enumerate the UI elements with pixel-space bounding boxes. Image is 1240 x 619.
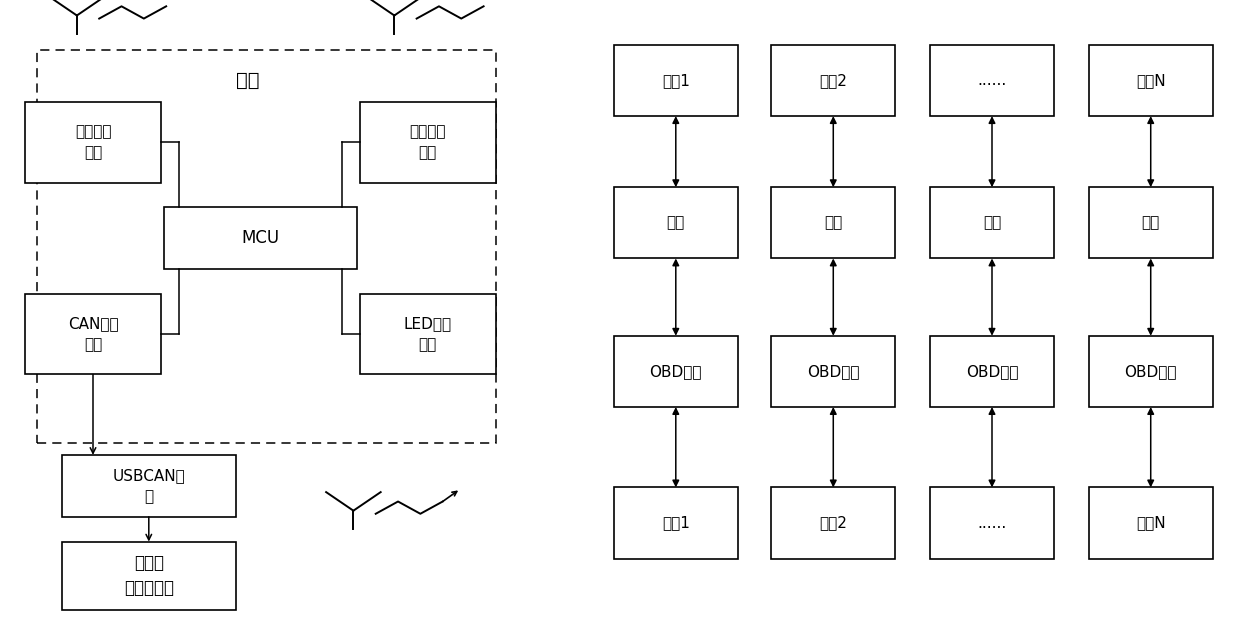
Bar bbox=[164, 207, 357, 269]
Text: LED指示
单元: LED指示 单元 bbox=[404, 316, 451, 352]
Bar bbox=[771, 45, 895, 116]
Bar bbox=[771, 187, 895, 259]
Bar bbox=[930, 335, 1054, 407]
Text: OBD接口: OBD接口 bbox=[807, 364, 859, 379]
Bar bbox=[614, 187, 738, 259]
Text: 分机1: 分机1 bbox=[662, 516, 689, 530]
Text: ......: ...... bbox=[977, 516, 1007, 530]
Bar bbox=[1089, 45, 1213, 116]
Bar bbox=[930, 488, 1054, 558]
Text: 网关: 网关 bbox=[825, 215, 842, 230]
Text: 产品1: 产品1 bbox=[662, 73, 689, 88]
Bar bbox=[360, 102, 496, 183]
Bar bbox=[25, 102, 161, 183]
Bar bbox=[62, 542, 236, 610]
Bar bbox=[37, 50, 496, 443]
Bar bbox=[930, 45, 1054, 116]
Text: 产品2: 产品2 bbox=[820, 73, 847, 88]
Bar bbox=[930, 187, 1054, 259]
Text: 计算机
（上位机）: 计算机 （上位机） bbox=[124, 554, 174, 597]
Bar bbox=[1089, 335, 1213, 407]
Text: USBCAN工
具: USBCAN工 具 bbox=[113, 468, 185, 504]
Text: MCU: MCU bbox=[242, 229, 279, 248]
Bar bbox=[1089, 488, 1213, 558]
Text: 分机N: 分机N bbox=[1136, 516, 1166, 530]
Bar bbox=[62, 455, 236, 517]
Text: 网关: 网关 bbox=[667, 215, 684, 230]
Bar bbox=[771, 335, 895, 407]
Text: 分机2: 分机2 bbox=[820, 516, 847, 530]
Bar bbox=[360, 294, 496, 374]
Bar bbox=[614, 45, 738, 116]
Text: 产品N: 产品N bbox=[1136, 73, 1166, 88]
Text: OBD接口: OBD接口 bbox=[1125, 364, 1177, 379]
Text: 网关: 网关 bbox=[983, 215, 1001, 230]
Text: 高频发送
单元: 高频发送 单元 bbox=[74, 124, 112, 160]
Bar bbox=[614, 488, 738, 558]
Text: OBD接口: OBD接口 bbox=[966, 364, 1018, 379]
Text: 主机: 主机 bbox=[237, 71, 259, 90]
Text: OBD接口: OBD接口 bbox=[650, 364, 702, 379]
Bar bbox=[1089, 187, 1213, 259]
Text: 高频接收
单元: 高频接收 单元 bbox=[409, 124, 446, 160]
Bar bbox=[25, 294, 161, 374]
Bar bbox=[614, 335, 738, 407]
Text: CAN接口
单元: CAN接口 单元 bbox=[68, 316, 118, 352]
Text: ......: ...... bbox=[977, 73, 1007, 88]
Bar bbox=[771, 488, 895, 558]
Text: 网关: 网关 bbox=[1142, 215, 1159, 230]
